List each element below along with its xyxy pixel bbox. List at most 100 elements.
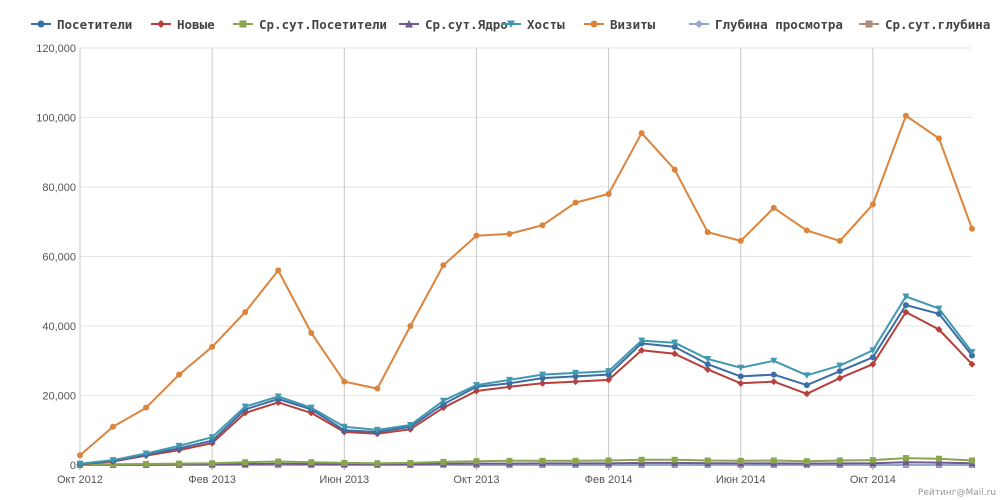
data-point: [439, 397, 447, 405]
data-point: [175, 442, 183, 450]
data-point: [836, 368, 843, 375]
data-point: [836, 237, 843, 244]
data-point: [374, 460, 381, 467]
data-point: [836, 362, 844, 370]
data-point: [737, 379, 745, 387]
data-point: [605, 376, 613, 384]
data-point: [539, 457, 546, 464]
series-4: [76, 293, 976, 468]
data-point: [902, 308, 910, 316]
legend-label: Ср.сут.Посетители: [259, 16, 387, 32]
data-point: [803, 390, 811, 398]
data-point: [340, 423, 348, 431]
data-point: [704, 365, 712, 373]
data-point: [836, 374, 844, 382]
data-point: [935, 305, 943, 313]
data-point: [473, 458, 480, 465]
data-point: [406, 422, 414, 429]
data-point: [605, 457, 612, 464]
data-point: [704, 229, 711, 236]
data-point: [803, 227, 810, 234]
legend-item[interactable]: Новые: [150, 14, 215, 34]
data-point: [605, 368, 613, 375]
data-point: [704, 361, 711, 368]
data-point: [836, 457, 843, 464]
legend-item[interactable]: Ср.сут.Ядро: [398, 14, 508, 34]
grid-lines: [79, 47, 972, 466]
data-point: [241, 403, 249, 411]
axes: 0 20,000 40,000 60,000 80,000 100,000 120,000 О…: [36, 43, 972, 486]
data-point: [803, 372, 811, 379]
data-point: [373, 426, 381, 434]
series-2: [77, 455, 975, 468]
data-point: [671, 456, 678, 463]
legend-swatch: [500, 17, 522, 31]
data-point: [572, 199, 579, 206]
data-point: [308, 329, 315, 336]
data-point: [77, 452, 83, 459]
data-point: [505, 376, 513, 384]
legend-swatch: [150, 17, 172, 31]
data-point: [341, 378, 348, 385]
data-point: [869, 201, 876, 208]
credit-text: Рейтинг@Mail.ru: [917, 488, 996, 498]
legend-swatch: [858, 17, 880, 31]
legend-label: Хосты: [527, 16, 565, 32]
data-point: [76, 460, 84, 468]
x-tick-label: Июн 2013: [319, 474, 369, 486]
data-point: [506, 230, 513, 237]
data-point: [704, 457, 711, 464]
data-point: [902, 455, 909, 462]
legend-item[interactable]: Посетители: [30, 14, 132, 34]
data-point: [935, 325, 943, 333]
legend-swatch: [583, 17, 605, 31]
data-point: [869, 347, 877, 354]
x-tick-label: Окт 2013: [453, 474, 499, 486]
legend-item[interactable]: Ср.сут.Посетители: [232, 14, 387, 34]
data-point: [275, 458, 282, 465]
data-point: [737, 457, 744, 464]
legend-label: Ср.сут.глубина: [885, 16, 991, 32]
legend-swatch: [688, 17, 710, 31]
legend-item[interactable]: Глубина просмотра: [688, 14, 843, 34]
data-point: [638, 130, 645, 137]
data-point: [176, 371, 183, 378]
data-point: [737, 237, 744, 244]
data-point: [109, 457, 117, 464]
data-point: [209, 460, 216, 467]
data-point: [737, 364, 745, 372]
data-point: [671, 166, 678, 173]
x-tick-label: Фев 2014: [585, 474, 633, 486]
data-point: [539, 379, 547, 387]
data-point: [968, 349, 976, 356]
legend-label: Визиты: [610, 16, 656, 32]
data-point: [341, 459, 348, 466]
legend-item[interactable]: Хосты: [500, 14, 565, 34]
data-point: [969, 457, 975, 464]
data-point: [308, 459, 315, 466]
data-point: [374, 385, 381, 392]
data-point: [539, 222, 546, 229]
data-point: [770, 204, 777, 211]
legend-item[interactable]: Визиты: [583, 14, 655, 34]
data-point: [902, 293, 910, 300]
data-point: [572, 457, 579, 464]
y-tick-label: 100,000: [36, 113, 76, 125]
legend-swatch: [232, 17, 254, 31]
y-tick-label: 60,000: [42, 252, 76, 264]
data-point: [671, 339, 679, 347]
data-point: [638, 456, 645, 463]
y-tick-label: 20,000: [42, 391, 76, 403]
data-point: [968, 360, 976, 368]
legend-label: Глубина просмотра: [715, 16, 843, 32]
data-point: [671, 343, 678, 350]
data-point: [473, 232, 480, 239]
data-point: [935, 310, 942, 317]
data-point: [208, 434, 216, 441]
data-point: [902, 302, 909, 309]
series-1: [76, 308, 976, 468]
legend-item[interactable]: Ср.сут.глубина: [858, 14, 990, 34]
data-point: [275, 267, 282, 274]
series-line: [79, 457, 973, 466]
